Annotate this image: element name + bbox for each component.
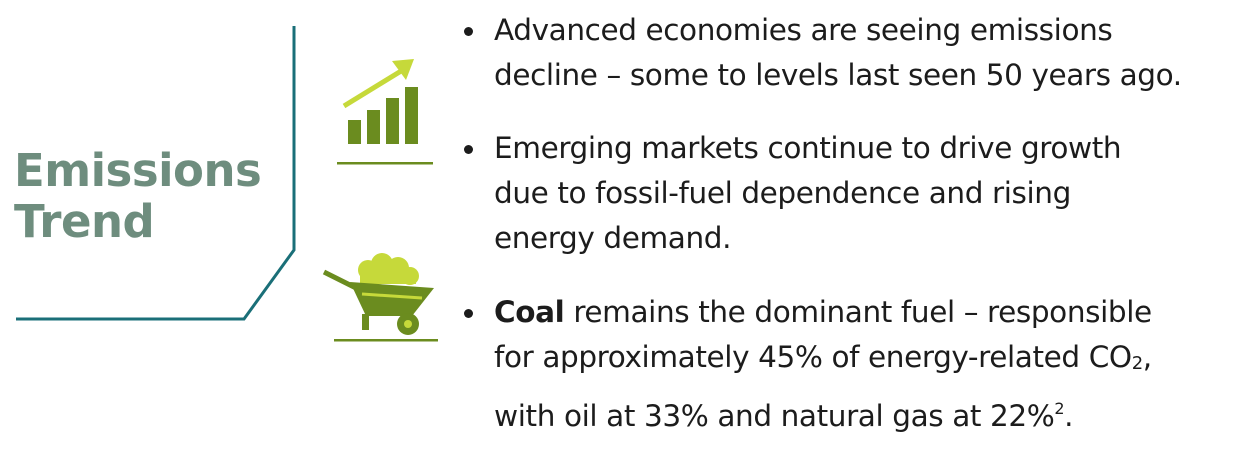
chart-bar-2 <box>367 110 380 144</box>
subscript-2: 2 <box>1131 353 1143 374</box>
wheelbarrow-hub <box>404 320 412 328</box>
chart-bar-1 <box>348 120 361 144</box>
bullet-dot <box>464 309 473 318</box>
growth-chart-icon <box>337 59 433 165</box>
chart-bar-3 <box>386 98 399 144</box>
bullet-line: Emerging markets continue to drive growt… <box>494 131 1122 165</box>
bullet-item-coal: Coal remains the dominant fuel – respons… <box>462 290 1242 439</box>
bullet-line-rest: remains the dominant fuel – responsible <box>564 295 1152 329</box>
bullet-line-part: for approximately 45% of energy-related … <box>494 340 1132 374</box>
title-line-2: Trend <box>14 195 155 248</box>
wheelbarrow-handle <box>322 269 358 291</box>
bullet-line-part: with oil at 33% and natural gas at 22% <box>494 399 1055 433</box>
bullet-line: with oil at 33% and natural gas at 22%2. <box>494 386 1242 439</box>
chart-arrow-head <box>392 59 414 80</box>
bold-term-coal: Coal <box>494 295 565 329</box>
bullet-dot <box>464 27 473 36</box>
chart-trend-line <box>342 65 408 109</box>
chart-baseline <box>337 162 433 165</box>
bullet-text: Advanced economies are seeing emissions … <box>494 8 1242 98</box>
chart-bar-4 <box>405 87 418 144</box>
bullet-dot <box>464 145 473 154</box>
bullet-text: Emerging markets continue to drive growt… <box>494 126 1242 261</box>
bullet-text: Coal remains the dominant fuel – respons… <box>494 290 1242 439</box>
section-title: Emissions Trend <box>14 145 304 247</box>
title-line-1: Emissions <box>14 144 262 197</box>
wheelbarrow-tray <box>350 282 434 316</box>
wheelbarrow-leg <box>362 314 369 330</box>
bullet-line: energy demand. <box>494 221 732 255</box>
footnote-marker: 2 <box>1054 399 1065 418</box>
bullet-item-emerging-markets: Emerging markets continue to drive growt… <box>462 126 1242 261</box>
bullet-item-advanced-economies: Advanced economies are seeing emissions … <box>462 8 1242 98</box>
wheelbarrow-baseline <box>334 339 438 342</box>
bracket-line <box>16 26 296 321</box>
bullet-line: decline – some to levels last seen 50 ye… <box>494 58 1182 92</box>
bullet-line: for approximately 45% of energy-related … <box>494 335 1242 386</box>
bullet-line-part: . <box>1064 399 1074 433</box>
wheelbarrow-tray-stripe <box>361 292 423 300</box>
bullet-line: Advanced economies are seeing emissions <box>494 13 1113 47</box>
title-bracket <box>16 26 296 321</box>
coal-pile-base <box>360 270 416 284</box>
coal-wheelbarrow-icon <box>322 253 438 342</box>
bullet-line: due to fossil-fuel dependence and rising <box>494 176 1071 210</box>
bullet-line: Coal remains the dominant fuel – respons… <box>494 290 1242 335</box>
bullet-line-part: , <box>1142 340 1152 374</box>
